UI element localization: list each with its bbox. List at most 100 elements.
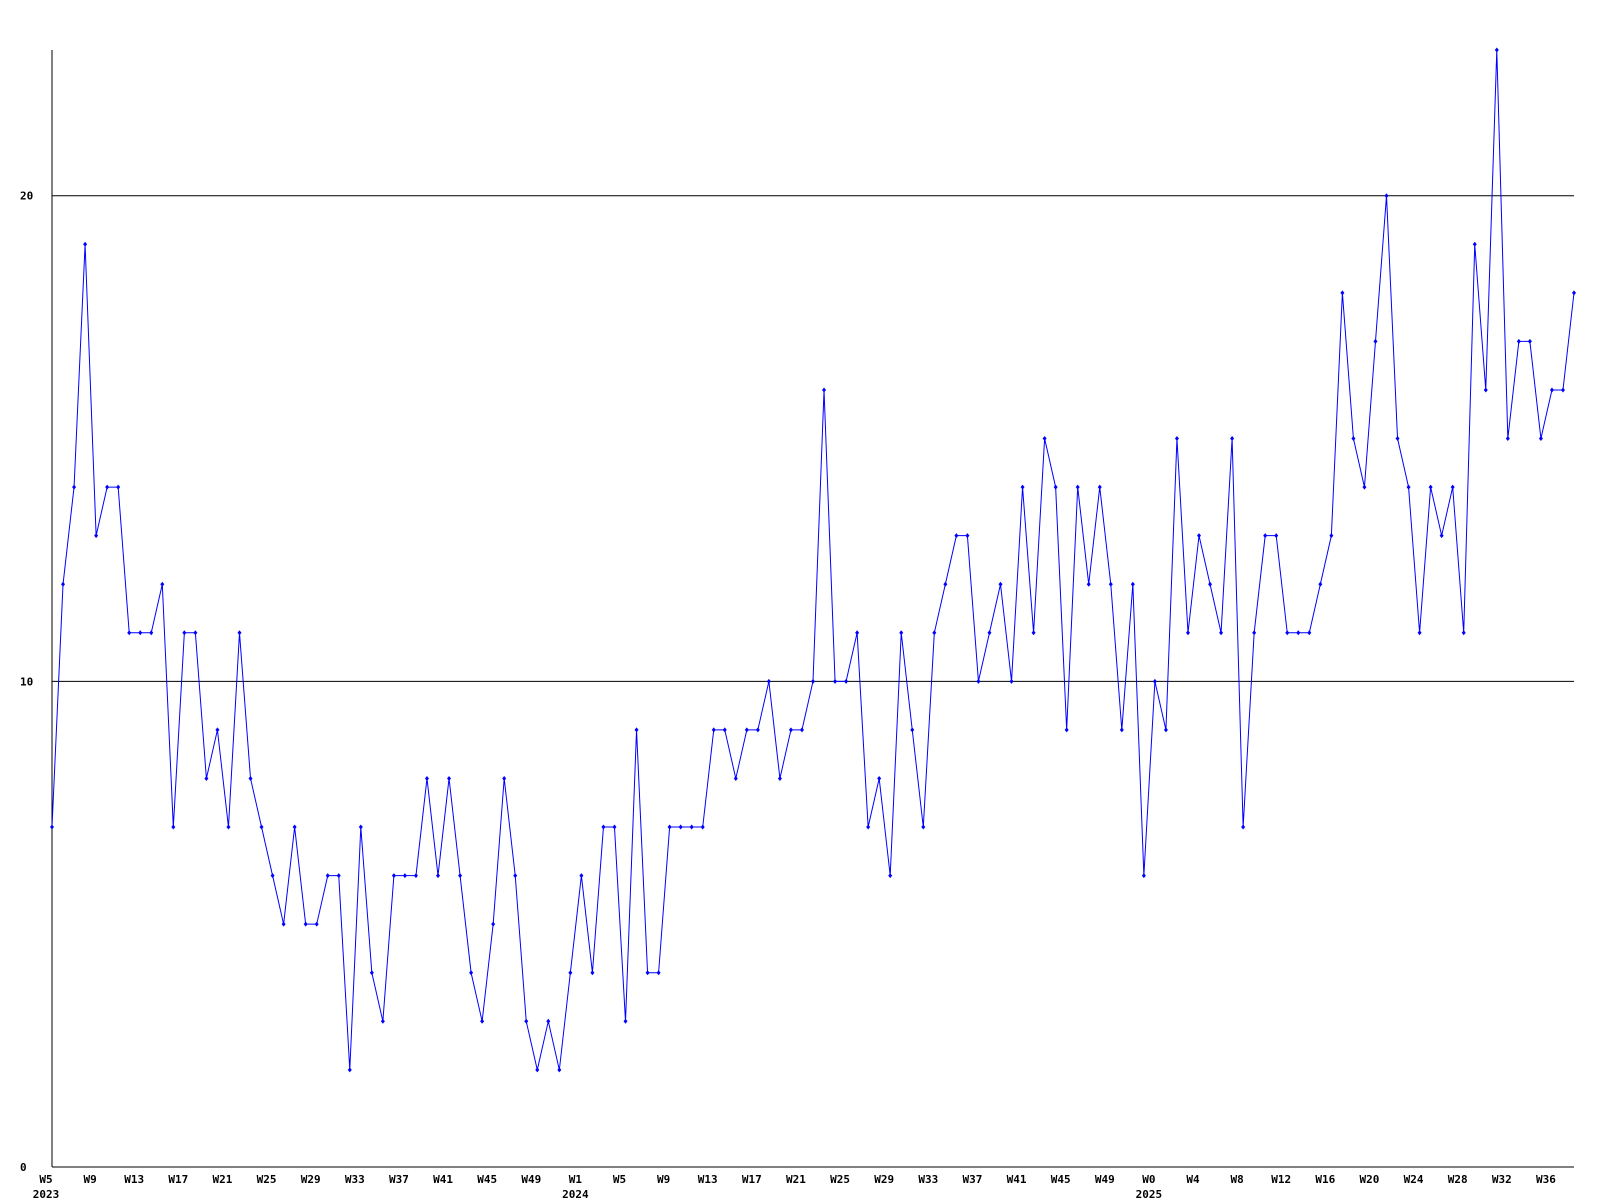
data-point <box>579 873 584 879</box>
x-tick-label: W29 <box>874 1173 894 1186</box>
data-point <box>700 824 705 830</box>
data-point <box>535 1067 540 1073</box>
x-group-label: 2025 <box>1136 1188 1163 1200</box>
data-point <box>557 1067 562 1073</box>
data-point <box>1197 533 1202 539</box>
data-point <box>391 873 396 879</box>
data-point <box>932 630 937 636</box>
data-point <box>72 484 77 490</box>
data-point <box>1020 484 1025 490</box>
data-point <box>292 824 297 830</box>
x-tick-label: W17 <box>742 1173 762 1186</box>
data-point <box>1483 387 1488 393</box>
data-point <box>1560 387 1565 393</box>
data-point <box>1472 241 1477 247</box>
x-tick-label: W33 <box>345 1173 365 1186</box>
data-point <box>61 581 66 587</box>
x-tick-label: W32 <box>1492 1173 1512 1186</box>
x-tick-label: W29 <box>301 1173 321 1186</box>
data-point <box>1450 484 1455 490</box>
data-point <box>336 873 341 879</box>
x-tick-label: W41 <box>433 1173 453 1186</box>
x-tick-label: W8 <box>1231 1173 1244 1186</box>
data-point <box>1296 630 1301 636</box>
data-point <box>1527 338 1532 344</box>
data-point <box>138 630 143 636</box>
data-point <box>1185 630 1190 636</box>
x-tick-label: W21 <box>213 1173 233 1186</box>
data-point <box>1572 290 1576 296</box>
data-point <box>480 1018 485 1024</box>
x-tick-label: W13 <box>124 1173 144 1186</box>
data-point <box>149 630 154 636</box>
data-point <box>711 727 716 733</box>
y-tick-label: 10 <box>20 675 33 688</box>
y-tick-label: 0 <box>20 1161 27 1174</box>
data-point <box>1075 484 1080 490</box>
data-point <box>987 630 992 636</box>
data-point <box>204 775 209 781</box>
data-point <box>755 727 760 733</box>
data-point <box>1042 436 1047 442</box>
x-tick-label: W5 <box>613 1173 626 1186</box>
data-point <box>1549 387 1554 393</box>
x-tick-label: W45 <box>477 1173 497 1186</box>
data-point <box>910 727 915 733</box>
data-point <box>50 824 54 830</box>
x-tick-label: W1 <box>569 1173 583 1186</box>
data-point <box>94 533 99 539</box>
x-tick-label: W9 <box>657 1173 670 1186</box>
data-point <box>402 873 407 879</box>
x-tick-label: W20 <box>1360 1173 1380 1186</box>
data-point <box>722 727 727 733</box>
data-point <box>237 630 242 636</box>
x-tick-label: W9 <box>83 1173 96 1186</box>
data-point <box>424 775 429 781</box>
data-point <box>998 581 1003 587</box>
data-point <box>380 1018 385 1024</box>
data-point <box>1163 727 1168 733</box>
data-point <box>954 533 959 539</box>
data-point <box>689 824 694 830</box>
data-point <box>976 678 981 684</box>
data-point <box>877 775 882 781</box>
data-point <box>347 1067 352 1073</box>
data-point <box>888 873 893 879</box>
data-point <box>248 775 253 781</box>
data-point <box>623 1018 628 1024</box>
data-point <box>1373 338 1378 344</box>
data-point <box>1252 630 1257 636</box>
data-point <box>1208 581 1213 587</box>
data-point <box>193 630 198 636</box>
data-point <box>1130 581 1135 587</box>
x-tick-label: W5 <box>39 1173 52 1186</box>
data-point <box>1230 436 1235 442</box>
data-point <box>601 824 606 830</box>
data-point <box>1086 581 1091 587</box>
x-tick-label: W37 <box>962 1173 982 1186</box>
x-group-label: 2024 <box>562 1188 589 1200</box>
data-point <box>1031 630 1036 636</box>
data-point <box>1219 630 1224 636</box>
x-tick-label: W13 <box>698 1173 718 1186</box>
data-point <box>270 873 275 879</box>
x-tick-label: W21 <box>786 1173 806 1186</box>
data-point <box>1417 630 1422 636</box>
data-point <box>766 678 771 684</box>
data-point <box>1285 630 1290 636</box>
data-point <box>325 873 330 879</box>
data-point <box>215 727 220 733</box>
data-point <box>590 970 595 976</box>
x-group-label: 2023 <box>33 1188 60 1200</box>
data-point <box>822 387 827 393</box>
data-point <box>788 727 793 733</box>
data-point <box>127 630 132 636</box>
data-point <box>1119 727 1124 733</box>
data-point <box>358 824 363 830</box>
x-tick-label: W41 <box>1007 1173 1027 1186</box>
data-point <box>1340 290 1345 296</box>
data-point <box>303 921 308 927</box>
data-point <box>1141 873 1146 879</box>
data-point <box>1505 436 1510 442</box>
data-point <box>1516 338 1521 344</box>
